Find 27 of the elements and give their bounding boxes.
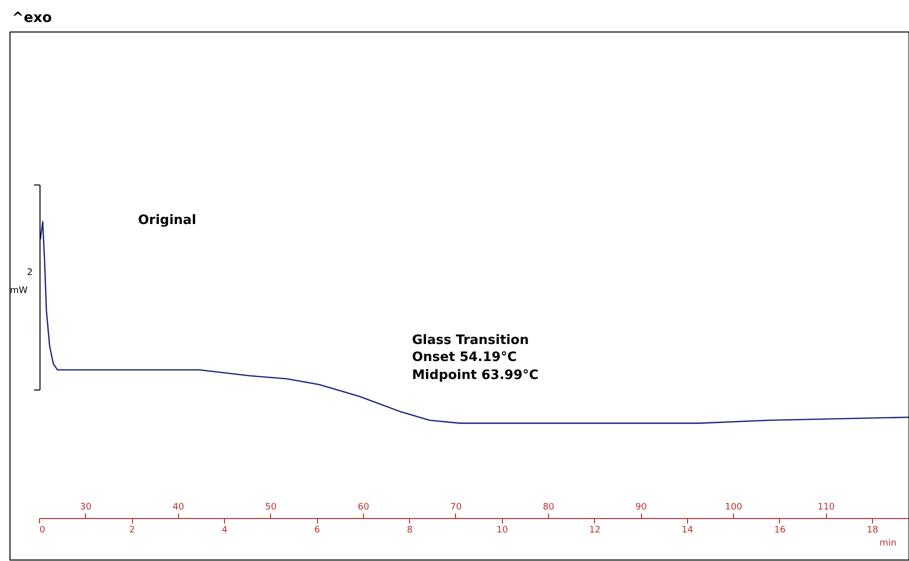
annotation: Midpoint 63.99°C (412, 368, 539, 383)
annotation: Onset 54.19°C (412, 350, 517, 365)
x-axis-title: min (880, 538, 896, 548)
x-tick-label: 18 (866, 526, 878, 536)
x-tick-label: 12 (589, 526, 601, 536)
x2-tick-label: 100 (725, 502, 743, 512)
x2-tick-label: 60 (358, 502, 370, 512)
x2-tick-label: 110 (818, 502, 836, 512)
x2-tick-label: 80 (542, 502, 555, 512)
x-tick-label: 2 (129, 526, 135, 536)
x2-tick-label: 70 (450, 502, 462, 512)
x-tick-label: 10 (496, 526, 508, 536)
text: ^exo (12, 10, 52, 26)
x2-tick-label: 50 (265, 502, 277, 512)
x-tick-label: 16 (774, 526, 786, 536)
x-tick-label: 6 (314, 526, 320, 536)
x-tick-label: 8 (406, 526, 413, 536)
x-tick-label: 14 (682, 526, 694, 536)
x2-tick-label: 90 (635, 502, 648, 512)
x-tick-label: 4 (222, 526, 228, 536)
text: mW (10, 286, 28, 296)
x2-tick-label: 30 (80, 502, 92, 512)
annotation: Glass Transition (412, 333, 529, 348)
x2-tick-label: 40 (172, 502, 184, 512)
annotation: Original (138, 213, 196, 228)
x-tick-label: 0 (40, 526, 46, 536)
text: 2 (27, 268, 33, 278)
